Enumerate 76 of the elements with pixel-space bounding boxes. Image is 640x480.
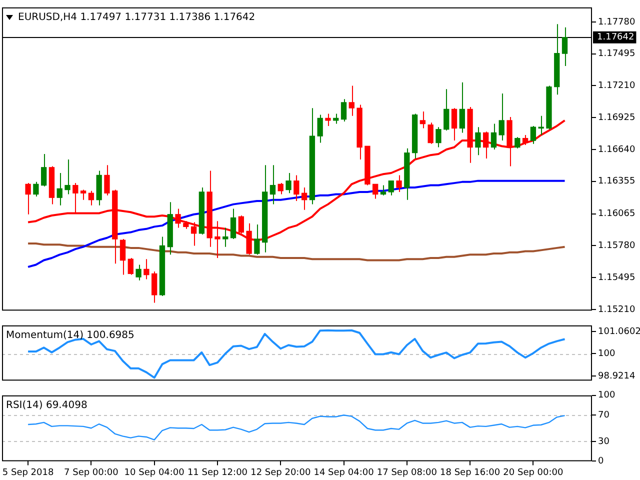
y-tick-label: 30 [598,436,610,447]
text: Momentum(14) 100.6985 [6,330,134,341]
candlestick [175,208,181,228]
candlestick [498,93,504,142]
candlestick [340,98,347,122]
y-tick-label: 1.15210 [598,304,636,315]
candlestick [317,114,323,144]
x-tick-label: 11 Sep 12:00 [187,468,248,478]
candlestick [120,238,126,276]
candlestick [238,215,244,234]
ref-line-label: 1.17642 [597,32,634,43]
x-tick-label: 20 Sep 00:00 [503,468,564,478]
y-tick-label: 1.17210 [598,81,636,92]
y-tick-label: 100 [598,348,616,359]
candlestick [483,131,489,159]
y-tick-label: 1.17780 [598,17,636,28]
candlestick [136,264,142,281]
y-tick-label: 101.0602 [598,326,640,337]
x-tick-label: 10 Sep 04:00 [124,468,185,478]
x-tick-label: 7 Sep 00:00 [64,468,119,478]
y-tick-label: 0 [598,456,604,467]
candlestick [325,113,331,126]
candlestick [530,125,536,144]
candlestick [72,182,78,214]
candlestick [348,85,354,116]
candlestick [490,123,497,150]
candlestick [475,126,481,156]
y-tick-label: 98.9214 [598,371,636,382]
candlestick [562,26,568,67]
candlestick [301,187,308,210]
y-tick-label: 1.16065 [598,209,636,220]
candlestick [222,227,228,248]
candlestick [420,110,426,129]
candlestick [444,88,450,131]
candlestick [451,108,458,142]
candlestick [372,184,378,200]
y-tick-label: 70 [598,410,610,420]
candlestick [152,270,158,304]
candlestick [428,122,434,144]
candlestick [80,189,86,200]
candlestick [104,164,110,196]
x-tick-label: 12 Sep 20:00 [250,468,311,478]
candlestick [128,258,134,276]
candlestick [88,190,94,206]
y-tick-label: 1.16355 [598,176,636,187]
x-tick-label: 18 Sep 16:00 [440,468,500,478]
candlestick [286,172,292,194]
candlestick [514,136,520,149]
candlestick [522,134,528,146]
candlestick [459,82,465,134]
candlestick [396,174,402,193]
candlestick [64,159,70,195]
candlestick [230,208,236,240]
y-tick-label: 1.15495 [598,272,636,283]
y-tick-label: 1.16640 [598,144,636,155]
y-tick-label: 1.17495 [598,49,636,60]
y-tick-label: 1.16925 [598,112,636,123]
candlestick [380,184,386,196]
candlestick [294,174,300,202]
candlestick [33,181,39,197]
candlestick [388,180,394,196]
chart-title: RSI(14) 69.4098 [6,400,88,411]
x-tick-label: 14 Sep 04:00 [314,468,374,478]
y-tick-label: 1.15780 [598,241,636,252]
candlestick [254,224,260,256]
candlestick [436,126,442,148]
x-tick-label: 17 Sep 08:00 [376,468,438,478]
text: EURUSD,H4 1.17497 1.17731 1.17386 1.17642 [18,12,256,23]
candlestick [270,164,276,205]
candlestick [144,258,150,280]
candlestick [56,172,62,206]
y-tick-label: 100 [598,390,616,401]
x-tick-label: 5 Sep 2018 [2,468,54,478]
candlestick [41,153,47,187]
candlestick [278,182,284,195]
candlestick [25,182,31,215]
